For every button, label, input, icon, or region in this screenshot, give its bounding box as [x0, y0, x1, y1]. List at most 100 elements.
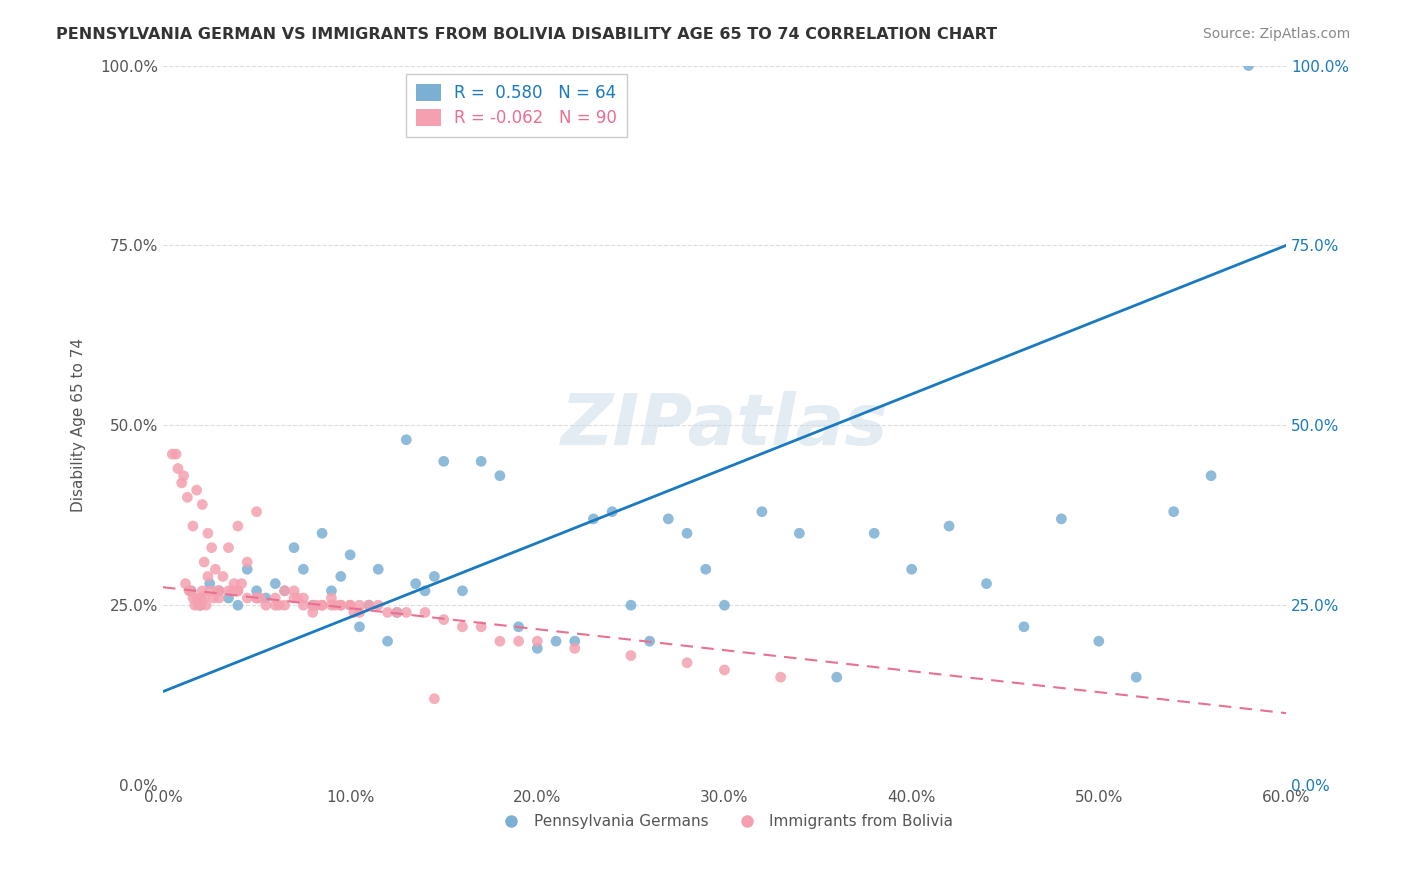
Pennsylvania Germans — [470, 454, 492, 468]
Pennsylvania Germans — [385, 606, 408, 620]
Pennsylvania Germans — [900, 562, 922, 576]
Immigrants from Bolivia — [224, 576, 246, 591]
Immigrants from Bolivia — [245, 591, 267, 605]
Pennsylvania Germans — [1012, 620, 1035, 634]
Immigrants from Bolivia — [395, 606, 418, 620]
Pennsylvania Germans — [301, 598, 323, 612]
Immigrants from Bolivia — [526, 634, 548, 648]
Text: ZIPatlas: ZIPatlas — [561, 391, 889, 460]
Pennsylvania Germans — [377, 634, 399, 648]
Immigrants from Bolivia — [195, 598, 218, 612]
Pennsylvania Germans — [433, 454, 456, 468]
Pennsylvania Germans — [1088, 634, 1111, 648]
Immigrants from Bolivia — [323, 598, 346, 612]
Pennsylvania Germans — [638, 634, 661, 648]
Immigrants from Bolivia — [423, 691, 446, 706]
Immigrants from Bolivia — [254, 598, 277, 612]
Immigrants from Bolivia — [329, 598, 352, 612]
Immigrants from Bolivia — [489, 634, 512, 648]
Pennsylvania Germans — [825, 670, 848, 684]
Pennsylvania Germans — [1125, 670, 1147, 684]
Pennsylvania Germans — [1199, 468, 1222, 483]
Immigrants from Bolivia — [367, 598, 389, 612]
Immigrants from Bolivia — [170, 475, 193, 490]
Pennsylvania Germans — [1237, 59, 1260, 73]
Immigrants from Bolivia — [301, 606, 323, 620]
Pennsylvania Germans — [254, 591, 277, 605]
Immigrants from Bolivia — [508, 634, 530, 648]
Pennsylvania Germans — [657, 512, 679, 526]
Immigrants from Bolivia — [181, 519, 204, 533]
Immigrants from Bolivia — [212, 569, 235, 583]
Immigrants from Bolivia — [202, 591, 225, 605]
Immigrants from Bolivia — [273, 583, 295, 598]
Pennsylvania Germans — [451, 583, 474, 598]
Immigrants from Bolivia — [339, 598, 361, 612]
Immigrants from Bolivia — [208, 591, 231, 605]
Immigrants from Bolivia — [221, 583, 243, 598]
Pennsylvania Germans — [413, 583, 436, 598]
Immigrants from Bolivia — [283, 583, 305, 598]
Immigrants from Bolivia — [311, 598, 333, 612]
Y-axis label: Disability Age 65 to 74: Disability Age 65 to 74 — [72, 338, 86, 512]
Immigrants from Bolivia — [193, 591, 215, 605]
Immigrants from Bolivia — [321, 591, 343, 605]
Immigrants from Bolivia — [165, 447, 187, 461]
Pennsylvania Germans — [208, 583, 231, 598]
Immigrants from Bolivia — [208, 583, 231, 598]
Immigrants from Bolivia — [564, 641, 586, 656]
Immigrants from Bolivia — [191, 498, 214, 512]
Text: PENNSYLVANIA GERMAN VS IMMIGRANTS FROM BOLIVIA DISABILITY AGE 65 TO 74 CORRELATI: PENNSYLVANIA GERMAN VS IMMIGRANTS FROM B… — [56, 27, 997, 42]
Immigrants from Bolivia — [186, 591, 208, 605]
Pennsylvania Germans — [1050, 512, 1073, 526]
Immigrants from Bolivia — [264, 598, 287, 612]
Immigrants from Bolivia — [451, 620, 474, 634]
Pennsylvania Germans — [311, 526, 333, 541]
Immigrants from Bolivia — [343, 606, 366, 620]
Pennsylvania Germans — [283, 541, 305, 555]
Immigrants from Bolivia — [283, 591, 305, 605]
Pennsylvania Germans — [695, 562, 717, 576]
Pennsylvania Germans — [976, 576, 998, 591]
Pennsylvania Germans — [713, 598, 735, 612]
Immigrants from Bolivia — [174, 576, 197, 591]
Immigrants from Bolivia — [357, 598, 380, 612]
Immigrants from Bolivia — [236, 555, 259, 569]
Immigrants from Bolivia — [292, 598, 315, 612]
Immigrants from Bolivia — [197, 526, 219, 541]
Immigrants from Bolivia — [769, 670, 792, 684]
Immigrants from Bolivia — [676, 656, 699, 670]
Pennsylvania Germans — [395, 433, 418, 447]
Immigrants from Bolivia — [377, 606, 399, 620]
Immigrants from Bolivia — [207, 583, 229, 598]
Pennsylvania Germans — [349, 620, 371, 634]
Immigrants from Bolivia — [713, 663, 735, 677]
Immigrants from Bolivia — [321, 598, 343, 612]
Pennsylvania Germans — [863, 526, 886, 541]
Immigrants from Bolivia — [167, 461, 190, 475]
Immigrants from Bolivia — [184, 598, 207, 612]
Immigrants from Bolivia — [179, 583, 201, 598]
Immigrants from Bolivia — [245, 591, 267, 605]
Immigrants from Bolivia — [226, 519, 249, 533]
Immigrants from Bolivia — [190, 598, 212, 612]
Immigrants from Bolivia — [249, 591, 271, 605]
Pennsylvania Germans — [367, 562, 389, 576]
Pennsylvania Germans — [321, 583, 343, 598]
Immigrants from Bolivia — [311, 598, 333, 612]
Immigrants from Bolivia — [197, 569, 219, 583]
Pennsylvania Germans — [582, 512, 605, 526]
Immigrants from Bolivia — [198, 583, 221, 598]
Pennsylvania Germans — [600, 505, 623, 519]
Immigrants from Bolivia — [231, 576, 253, 591]
Pennsylvania Germans — [544, 634, 567, 648]
Legend: Pennsylvania Germans, Immigrants from Bolivia: Pennsylvania Germans, Immigrants from Bo… — [489, 808, 959, 835]
Pennsylvania Germans — [751, 505, 773, 519]
Immigrants from Bolivia — [349, 598, 371, 612]
Pennsylvania Germans — [190, 598, 212, 612]
Pennsylvania Germans — [357, 598, 380, 612]
Immigrants from Bolivia — [226, 583, 249, 598]
Immigrants from Bolivia — [191, 583, 214, 598]
Immigrants from Bolivia — [305, 598, 328, 612]
Immigrants from Bolivia — [267, 598, 290, 612]
